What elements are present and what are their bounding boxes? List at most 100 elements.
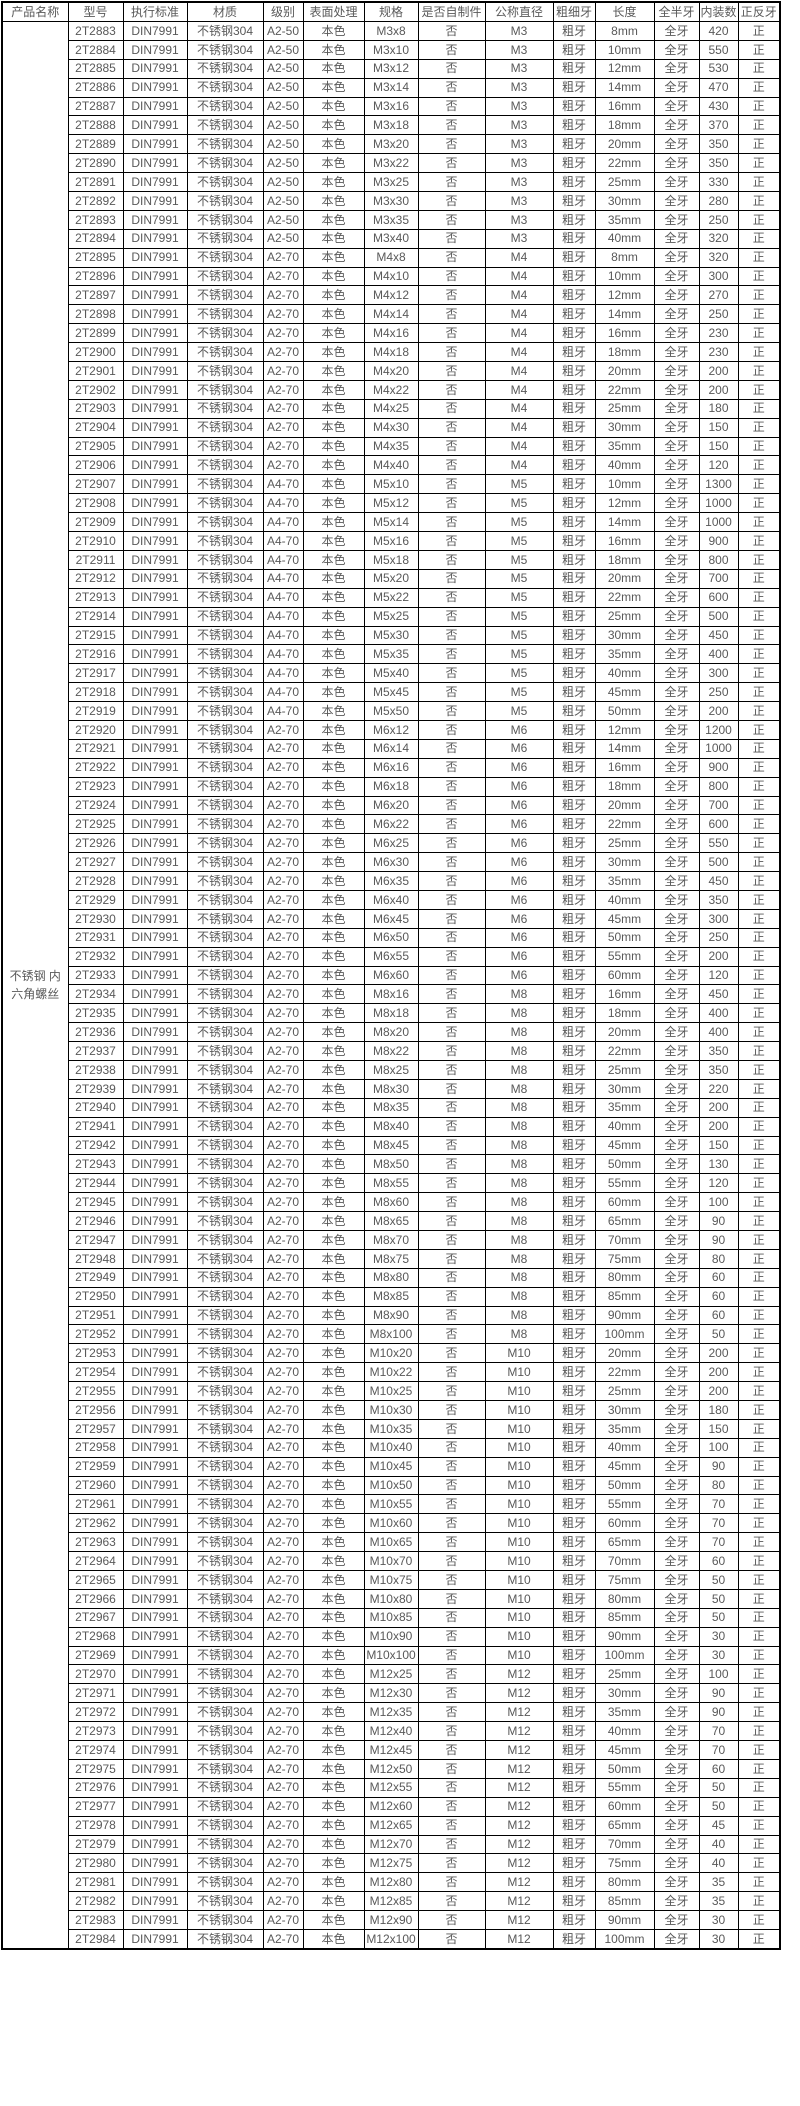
cell-surface-treatment: 本色 xyxy=(302,1721,365,1742)
cell-thread-type: 粗牙 xyxy=(552,209,596,230)
cell-model: 2T2906 xyxy=(67,455,124,476)
cell-surface-treatment: 本色 xyxy=(302,1588,365,1609)
cell-model: 2T2916 xyxy=(67,644,124,665)
cell-surface-treatment: 本色 xyxy=(302,1796,365,1817)
cell-material: 不锈钢304 xyxy=(186,1910,264,1930)
cell-grade: A2-50 xyxy=(262,21,304,41)
cell-length: 30mm xyxy=(594,191,655,211)
cell-nominal-diameter: M4 xyxy=(484,379,554,400)
cell-material: 不锈钢304 xyxy=(186,209,264,230)
cell-self-made: 否 xyxy=(417,927,486,948)
cell-standard: DIN7991 xyxy=(122,304,188,325)
cell-thread-direction: 正 xyxy=(737,1607,781,1628)
table-row: 2T2965 DIN7991 不锈钢304 A2-70 本色 M10x75 否 M10 粗牙 75… xyxy=(2,1570,781,1590)
table-row: 2T2935 DIN7991 不锈钢304 A2-70 本色 M8x18 否 M8 粗牙 18mm… xyxy=(2,1003,781,1024)
cell-standard: DIN7991 xyxy=(122,531,188,551)
cell-thread-coverage: 全牙 xyxy=(653,1286,700,1307)
cell-length: 40mm xyxy=(594,1437,655,1458)
cell-thread-type: 粗牙 xyxy=(552,1740,596,1760)
cell-nominal-diameter: M12 xyxy=(484,1777,554,1798)
cell-thread-direction: 正 xyxy=(737,361,781,381)
cell-length: 14mm xyxy=(594,512,655,533)
cell-grade: A2-70 xyxy=(262,436,304,457)
product-spec-table: 产品名称 型号 执行标准 材质 级别 表面处理 规格 是否自制件 公称直径 粗细… xyxy=(1,1,781,1950)
cell-thread-direction: 正 xyxy=(737,908,781,929)
cell-thread-coverage: 全牙 xyxy=(653,1475,700,1496)
cell-pack-quantity: 1300 xyxy=(698,474,739,495)
cell-pack-quantity: 180 xyxy=(698,1400,739,1420)
cell-nominal-diameter: M5 xyxy=(484,493,554,514)
cell-length: 35mm xyxy=(594,871,655,891)
cell-pack-quantity: 270 xyxy=(698,285,739,306)
cell-spec: M10x25 xyxy=(363,1381,419,1402)
cell-surface-treatment: 本色 xyxy=(302,738,365,759)
cell-thread-coverage: 全牙 xyxy=(653,247,700,268)
table-row: 2T2948 DIN7991 不锈钢304 A2-70 本色 M8x75 否 M8 粗牙 75mm… xyxy=(2,1248,781,1269)
cell-length: 16mm xyxy=(594,96,655,117)
cell-material: 不锈钢304 xyxy=(186,1475,264,1496)
cell-model: 2T2885 xyxy=(67,58,124,79)
cell-pack-quantity: 230 xyxy=(698,342,739,363)
cell-thread-type: 粗牙 xyxy=(552,682,596,703)
cell-length: 45mm xyxy=(594,908,655,929)
cell-thread-type: 粗牙 xyxy=(552,927,596,948)
cell-pack-quantity: 550 xyxy=(698,833,739,854)
cell-standard: DIN7991 xyxy=(122,436,188,457)
cell-nominal-diameter: M10 xyxy=(484,1551,554,1572)
cell-thread-coverage: 全牙 xyxy=(653,134,700,155)
cell-self-made: 否 xyxy=(417,1267,486,1288)
cell-model: 2T2908 xyxy=(67,493,124,514)
cell-self-made: 否 xyxy=(417,379,486,400)
cell-thread-coverage: 全牙 xyxy=(653,512,700,533)
cell-material: 不锈钢304 xyxy=(186,266,264,287)
cell-length: 25mm xyxy=(594,833,655,854)
cell-standard: DIN7991 xyxy=(122,1135,188,1156)
cell-nominal-diameter: M10 xyxy=(484,1626,554,1647)
cell-standard: DIN7991 xyxy=(122,455,188,476)
table-row: 2T2953 DIN7991 不锈钢304 A2-70 本色 M10x20 否 M10 粗牙 20… xyxy=(2,1343,781,1364)
cell-thread-direction: 正 xyxy=(737,1305,781,1326)
cell-pack-quantity: 1000 xyxy=(698,493,739,514)
cell-self-made: 否 xyxy=(417,1702,486,1723)
cell-standard: DIN7991 xyxy=(122,682,188,703)
cell-model: 2T2984 xyxy=(67,1928,124,1950)
cell-thread-direction: 正 xyxy=(737,512,781,533)
cell-thread-direction: 正 xyxy=(737,927,781,948)
cell-grade: A2-70 xyxy=(262,1400,304,1420)
cell-surface-treatment: 本色 xyxy=(302,1305,365,1326)
cell-nominal-diameter: M10 xyxy=(484,1645,554,1666)
cell-grade: A2-50 xyxy=(262,58,304,79)
cell-standard: DIN7991 xyxy=(122,1022,188,1043)
table-row: 2T2984 DIN7991 不锈钢304 A2-70 本色 M12x100 否 M12 粗牙 1… xyxy=(2,1928,781,1950)
cell-pack-quantity: 320 xyxy=(698,228,739,249)
cell-self-made: 否 xyxy=(417,984,486,1005)
cell-standard: DIN7991 xyxy=(122,1305,188,1326)
cell-standard: DIN7991 xyxy=(122,1003,188,1024)
table-row: 2T2938 DIN7991 不锈钢304 A2-70 本色 M8x25 否 M8 粗牙 25mm… xyxy=(2,1059,781,1080)
cell-spec: M10x70 xyxy=(363,1551,419,1572)
cell-nominal-diameter: M8 xyxy=(484,1192,554,1213)
cell-thread-type: 粗牙 xyxy=(552,1645,596,1666)
cell-model: 2T2910 xyxy=(67,531,124,551)
cell-length: 35mm xyxy=(594,436,655,457)
cell-standard: DIN7991 xyxy=(122,58,188,79)
cell-length: 60mm xyxy=(594,1192,655,1213)
cell-material: 不锈钢304 xyxy=(186,871,264,891)
cell-thread-direction: 正 xyxy=(737,1135,781,1156)
cell-surface-treatment: 本色 xyxy=(302,531,365,551)
cell-length: 45mm xyxy=(594,1135,655,1156)
cell-surface-treatment: 本色 xyxy=(302,549,365,570)
cell-material: 不锈钢304 xyxy=(186,1230,264,1250)
cell-spec: M6x45 xyxy=(363,908,419,929)
cell-thread-type: 粗牙 xyxy=(552,568,596,589)
cell-grade: A4-70 xyxy=(262,606,304,627)
cell-thread-direction: 正 xyxy=(737,1362,781,1383)
cell-length: 55mm xyxy=(594,946,655,967)
cell-self-made: 否 xyxy=(417,1645,486,1666)
table-row: 2T2930 DIN7991 不锈钢304 A2-70 本色 M6x45 否 M6 粗牙 45mm… xyxy=(2,908,781,929)
cell-self-made: 否 xyxy=(417,134,486,155)
cell-self-made: 否 xyxy=(417,1097,486,1118)
table-row: 2T2983 DIN7991 不锈钢304 A2-70 本色 M12x90 否 M12 粗牙 90… xyxy=(2,1910,781,1930)
cell-surface-treatment: 本色 xyxy=(302,1022,365,1043)
cell-nominal-diameter: M5 xyxy=(484,474,554,495)
